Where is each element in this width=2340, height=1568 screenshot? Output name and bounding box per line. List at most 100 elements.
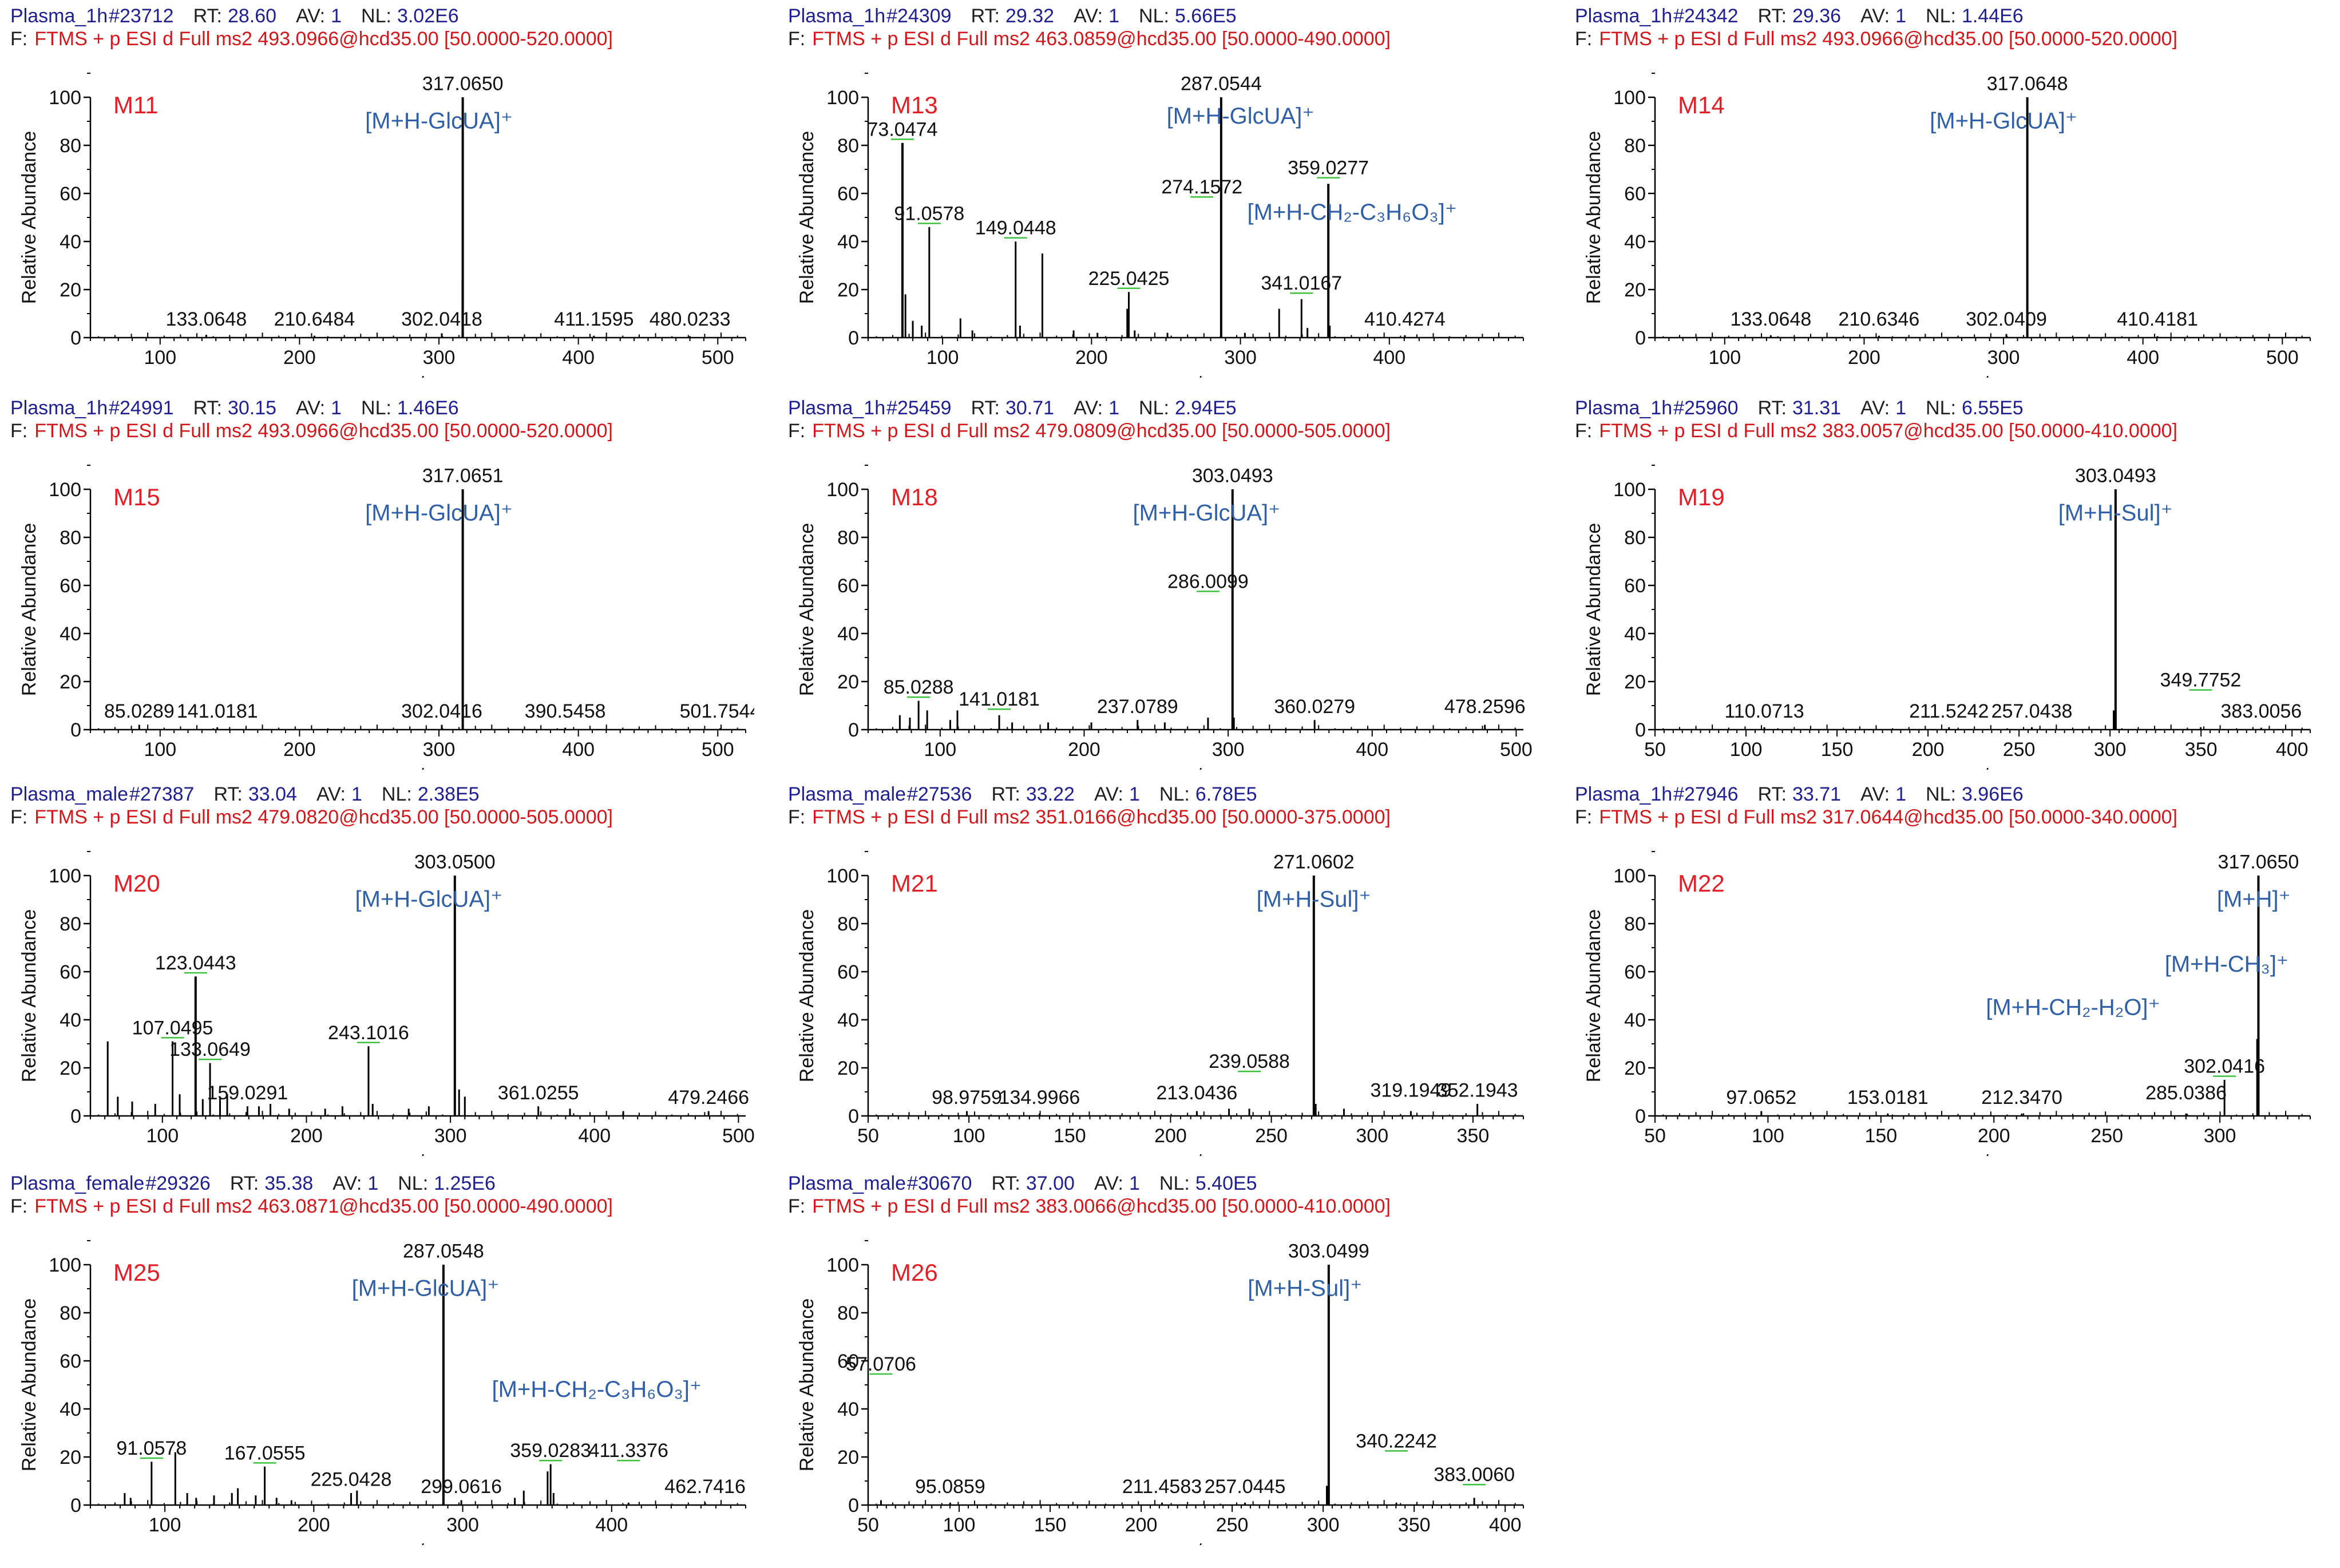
scan-filter: F: FTMS + p ESI d Full ms2 479.0820@hcd35… [10, 806, 613, 829]
x-tick-label: 50 [1644, 1125, 1666, 1147]
spectrum-chart-M22: Relative Abundance 0 20 40 60 80 100 50 100 150 20… [1583, 851, 2311, 1156]
x-axis-label: m/z [1967, 1151, 1998, 1156]
x-tick-label: 200 [1125, 1514, 1158, 1536]
scan-filter: F: FTMS + p ESI d Full ms2 383.0057@hcd35… [1575, 419, 2177, 442]
fragment-annotation: [M+H-GlcUA]⁺ [1930, 109, 2077, 134]
scan-header: Plasma_1h#24991 RT: 30.15 AV: 1 NL: 1.46E6 [10, 397, 459, 419]
x-tick-label: 500 [702, 347, 734, 369]
y-tick-label: 0 [70, 327, 81, 349]
scan-filter: F: FTMS + p ESI d Full ms2 463.0871@hcd35… [10, 1195, 613, 1218]
x-tick-label: 350 [2185, 739, 2218, 761]
y-axis-label: Relative Abundance [796, 1298, 818, 1471]
fragment-annotation: [M+H-GlcUA]⁺ [365, 501, 513, 526]
y-tick-label: 0 [1635, 1106, 1646, 1127]
x-tick-label: 300 [1307, 1514, 1340, 1536]
y-tick-label: 0 [1635, 327, 1646, 349]
x-tick-label: 200 [283, 739, 316, 761]
nl-key: NL: [361, 5, 391, 27]
peak-label: 213.0436 [1157, 1082, 1238, 1104]
x-axis-label: m/z [402, 373, 434, 378]
filter-key: F: [1575, 420, 1593, 442]
peak-label: 97.0652 [1726, 1087, 1796, 1108]
peak-label: 361.0255 [498, 1082, 579, 1104]
peak-label: 91.0578 [894, 203, 964, 224]
scan-number: #24309 [886, 5, 952, 27]
peak-label: 317.0651 [422, 465, 504, 487]
peak-label: 302.0409 [1966, 308, 2047, 330]
y-tick-label: 20 [837, 279, 859, 301]
y-tick-label: 40 [60, 1009, 81, 1031]
x-tick-label: 100 [144, 347, 176, 369]
y-tick-label: 40 [60, 623, 81, 645]
peak-label: 501.7544 [680, 700, 754, 722]
nl-value: 3.02E6 [397, 5, 459, 27]
y-axis-label: Relative Abundance [796, 909, 818, 1082]
x-tick-label: 400 [2276, 739, 2309, 761]
y-tick-label: 80 [60, 913, 81, 935]
y-tick-label: 100 [49, 479, 81, 501]
filter-key: F: [788, 28, 806, 50]
peak-label: 317.0650 [2218, 852, 2299, 873]
compound-label: M14 [1678, 92, 1725, 118]
y-tick-label: 100 [1613, 865, 1646, 887]
av-value: 1 [367, 1173, 379, 1194]
av-key: AV: [332, 1173, 362, 1194]
peak-label: 286.0099 [1167, 571, 1249, 592]
spectrum-chart-M15: Relative Abundance 0 20 40 60 80 100 100 200 300 4… [18, 465, 754, 770]
peak-label: 287.0544 [1181, 73, 1262, 95]
peak-label: 303.0493 [1192, 465, 1273, 487]
sample-name: Plasma_1h [10, 397, 108, 419]
x-tick-label: 100 [943, 1514, 976, 1536]
peak-label: 225.0425 [1088, 268, 1170, 290]
peak-label: 302.0416 [2184, 1056, 2265, 1078]
av-key: AV: [1860, 397, 1890, 419]
fragment-annotation: [M+H-CH₂-C₃H₆O₃]⁺ [1248, 200, 1457, 225]
peak-label: 110.0713 [1724, 700, 1804, 722]
x-axis-label: m/z [402, 1151, 434, 1156]
y-tick-label: 20 [837, 671, 859, 693]
x-tick-label: 500 [702, 739, 734, 761]
filter-value: FTMS + p ESI d Full ms2 351.0166@hcd35.0… [812, 806, 1391, 828]
scan-header: Plasma_1h#24342 RT: 29.36 AV: 1 NL: 1.44E6 [1575, 5, 2024, 27]
filter-value: FTMS + p ESI d Full ms2 493.0966@hcd35.0… [34, 28, 613, 50]
spectrum-chart-M19: Relative Abundance 0 20 40 60 80 100 50 100 150 20… [1583, 465, 2311, 770]
nl-key: NL: [1926, 397, 1956, 419]
y-tick-label: 40 [837, 1399, 859, 1420]
peak-label: 360.0279 [1274, 696, 1355, 718]
fragment-annotation: [M+H-CH₂-H₂O]⁺ [1986, 995, 2160, 1020]
peak-label: 210.6346 [1838, 308, 1919, 330]
y-tick-label: 20 [837, 1058, 859, 1079]
x-tick-label: 300 [446, 1514, 479, 1536]
peak-label: 411.1595 [554, 308, 633, 330]
rt-value: 33.22 [1026, 783, 1075, 805]
compound-label: M22 [1678, 870, 1725, 897]
y-tick-label: 20 [837, 1447, 859, 1468]
y-tick-label: 80 [1624, 527, 1646, 549]
av-key: AV: [296, 5, 326, 27]
scan-number: #29326 [145, 1173, 211, 1194]
y-tick-label: 40 [837, 1009, 859, 1031]
scan-filter: F: FTMS + p ESI d Full ms2 493.0966@hcd35… [10, 27, 613, 50]
av-value: 1 [351, 783, 362, 805]
av-value: 1 [1895, 397, 1907, 419]
x-tick-label: 100 [927, 347, 959, 369]
av-value: 1 [331, 5, 342, 27]
peak-label: 153.0181 [1847, 1087, 1929, 1108]
peak-label: 149.0448 [975, 217, 1056, 239]
nl-value: 3.96E6 [1961, 783, 2024, 805]
peak-label: 141.0181 [177, 700, 258, 722]
y-tick-label: 0 [70, 719, 81, 741]
y-tick-label: 100 [49, 865, 81, 887]
filter-key: F: [10, 1195, 28, 1217]
x-tick-label: 350 [1457, 1125, 1490, 1147]
nl-key: NL: [1139, 5, 1169, 27]
filter-value: FTMS + p ESI d Full ms2 317.0644@hcd35.0… [1599, 806, 2177, 828]
fragment-annotation: [M+H-GlcUA]⁺ [1133, 501, 1280, 526]
scan-number: #24342 [1673, 5, 1739, 27]
sample-name: Plasma_1h [1575, 5, 1673, 27]
scan-header: Plasma_male#27536 RT: 33.22 AV: 1 NL: 6.78E5 [788, 783, 1257, 806]
peak-label: 167.0555 [224, 1442, 306, 1464]
peak-label: 411.3376 [589, 1440, 668, 1462]
x-tick-label: 350 [1398, 1514, 1431, 1536]
x-tick-label: 300 [434, 1125, 467, 1147]
